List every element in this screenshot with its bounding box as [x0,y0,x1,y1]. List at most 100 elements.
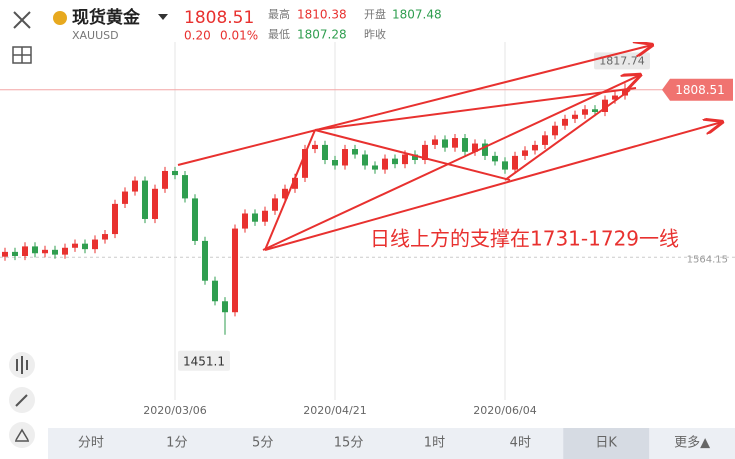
stat-label: 昨收 [364,27,386,41]
last-price-label: 1808.51 [675,83,725,97]
candle-body [602,99,608,112]
trend-line [314,87,637,131]
close-button[interactable] [13,11,31,29]
candle-body [242,213,248,229]
candle-body [532,144,538,151]
candle-body [212,280,218,302]
candle-body [352,149,358,155]
trend-line [314,129,511,181]
instrument-name[interactable]: 现货黄金 [72,7,141,28]
trend-line [262,75,640,251]
trend-lines [177,45,722,251]
candle-body [442,139,448,148]
tab[interactable]: 1时 [424,436,445,451]
candle-body [292,177,298,189]
candle-body [362,154,368,166]
candle-body [272,198,278,211]
candle-body [422,144,428,160]
tab[interactable]: 15分 [334,436,364,451]
candle-body [202,240,208,281]
reference-label: 1564.15 [687,254,728,265]
candle-body [302,149,308,178]
stat-value: 1807.28 [297,28,347,42]
candle-body [62,247,68,255]
dropdown[interactable] [158,14,168,20]
pen-icon [15,394,28,407]
candle-body [542,135,548,145]
candle-body [262,210,268,222]
measure-button[interactable] [9,422,35,448]
change: 0.20 [184,29,211,43]
layout-icon [13,47,31,63]
annotation: 日线上方的支撑在1731-1729一线 [370,227,679,251]
toolbar [9,11,35,448]
tab[interactable]: 4时 [510,436,531,451]
trend-line [177,45,652,166]
candle-body [12,251,18,256]
candle-body [42,249,48,254]
candle-body [392,158,398,165]
gold-icon [53,11,67,25]
trend-line [264,122,722,251]
stat-label: 开盘 [364,7,386,21]
candle-body [402,154,408,165]
candle-body [502,161,508,170]
trend-line [264,129,316,251]
x-tick-label: 2020/04/21 [303,404,366,417]
candle-body [372,165,378,170]
candle-body [492,155,498,162]
candle-body [562,118,568,126]
candle-body [112,203,118,235]
candle-body [232,228,238,313]
candle-body [82,243,88,250]
candle-body [332,160,338,166]
tab[interactable]: 5分 [252,436,273,451]
candle-body [382,158,388,170]
candle-body [182,175,188,199]
candle-body [282,188,288,199]
low-marker-box [178,350,230,371]
candle-body [342,149,348,166]
x-tick-label: 2020/03/06 [143,404,206,417]
candle-body [132,180,138,192]
stat-label: 最高 [268,7,290,21]
candle-body [192,198,198,241]
candle-body [252,213,258,222]
candle-body [102,234,108,240]
candle-icon [16,356,28,374]
candle-body [592,109,598,112]
header [0,0,735,42]
candle-body [22,246,28,256]
candle-body [572,114,578,119]
candle-body [582,109,588,115]
trend-line [504,89,631,181]
candle-body [72,243,78,248]
active-tab [563,428,650,459]
tab[interactable]: 1分 [166,436,187,451]
tab[interactable]: 日K [595,436,617,451]
instrument-code: XAUUSD [72,29,119,42]
candle-body [142,180,148,219]
high-marker-label: 1817.74 [599,54,645,67]
candle-body [32,246,38,254]
x-tick-label: 2020/06/04 [473,404,536,417]
plot: 2020/03/06 2020/04/21 2020/06/04 1564.15 181… [0,40,735,417]
last-price-tag [662,78,733,101]
tab[interactable]: 分时 [78,436,104,451]
ruler-icon [15,428,29,442]
candle-body [162,170,168,189]
candle-body [522,150,528,156]
candle-body [122,191,128,204]
candle-body [512,155,518,170]
candle-body [412,154,418,160]
candle-body [322,144,328,160]
change-pct: 0.01% [220,29,258,43]
candle-body [552,125,558,136]
tab[interactable]: 更多▲ [674,435,710,451]
candle-body [452,138,458,148]
stat-label: 最低 [268,28,290,41]
candle-body [312,144,318,150]
candle-body [152,188,158,219]
candle-body [52,249,58,255]
